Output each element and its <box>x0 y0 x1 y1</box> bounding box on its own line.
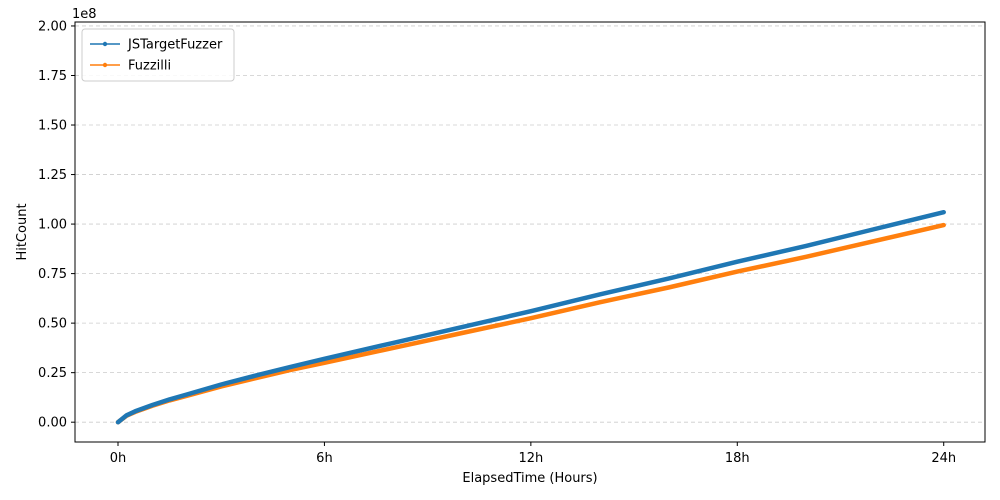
y-tick-label: 1.75 <box>38 69 67 84</box>
legend: JSTargetFuzzer Fuzzilli <box>81 28 235 82</box>
y-tick-label: 0.50 <box>38 317 67 332</box>
legend-label: JSTargetFuzzer <box>127 38 223 53</box>
y-tick-label: 1.00 <box>38 218 67 233</box>
y-tick-label: 0.00 <box>38 416 67 431</box>
x-tick-label: 18h <box>725 451 750 466</box>
series-line-1 <box>115 222 946 425</box>
x-tick-label: 24h <box>931 451 956 466</box>
series-line-0 <box>115 209 946 425</box>
x-axis-ticks: 0h 6h 12h 18h 24h <box>110 442 956 466</box>
series-lines <box>115 209 946 425</box>
legend-marker <box>102 62 108 68</box>
x-tick-label: 12h <box>518 451 543 466</box>
x-tick-label: 6h <box>316 451 333 466</box>
legend-box <box>81 28 235 82</box>
y-tick-label: 0.25 <box>38 366 67 381</box>
y-tick-label: 1.50 <box>38 119 67 134</box>
y-axis-ticks: 0.00 0.25 0.50 0.75 1.00 1.25 1.50 1.75 2.00 <box>38 19 75 431</box>
y-tick-label: 1.25 <box>38 168 67 183</box>
x-axis-label: ElapsedTime (Hours) <box>462 471 597 486</box>
legend-marker <box>102 41 108 47</box>
y-tick-label: 2.00 <box>38 19 67 34</box>
y-axis-multiplier: 1e8 <box>72 7 97 22</box>
y-tick-label: 0.75 <box>38 267 67 282</box>
plot-frame <box>74 21 986 443</box>
y-axis-label: HitCount <box>15 203 30 260</box>
legend-label: Fuzzilli <box>128 59 171 74</box>
x-tick-label: 0h <box>110 451 127 466</box>
grid-lines <box>75 25 985 423</box>
